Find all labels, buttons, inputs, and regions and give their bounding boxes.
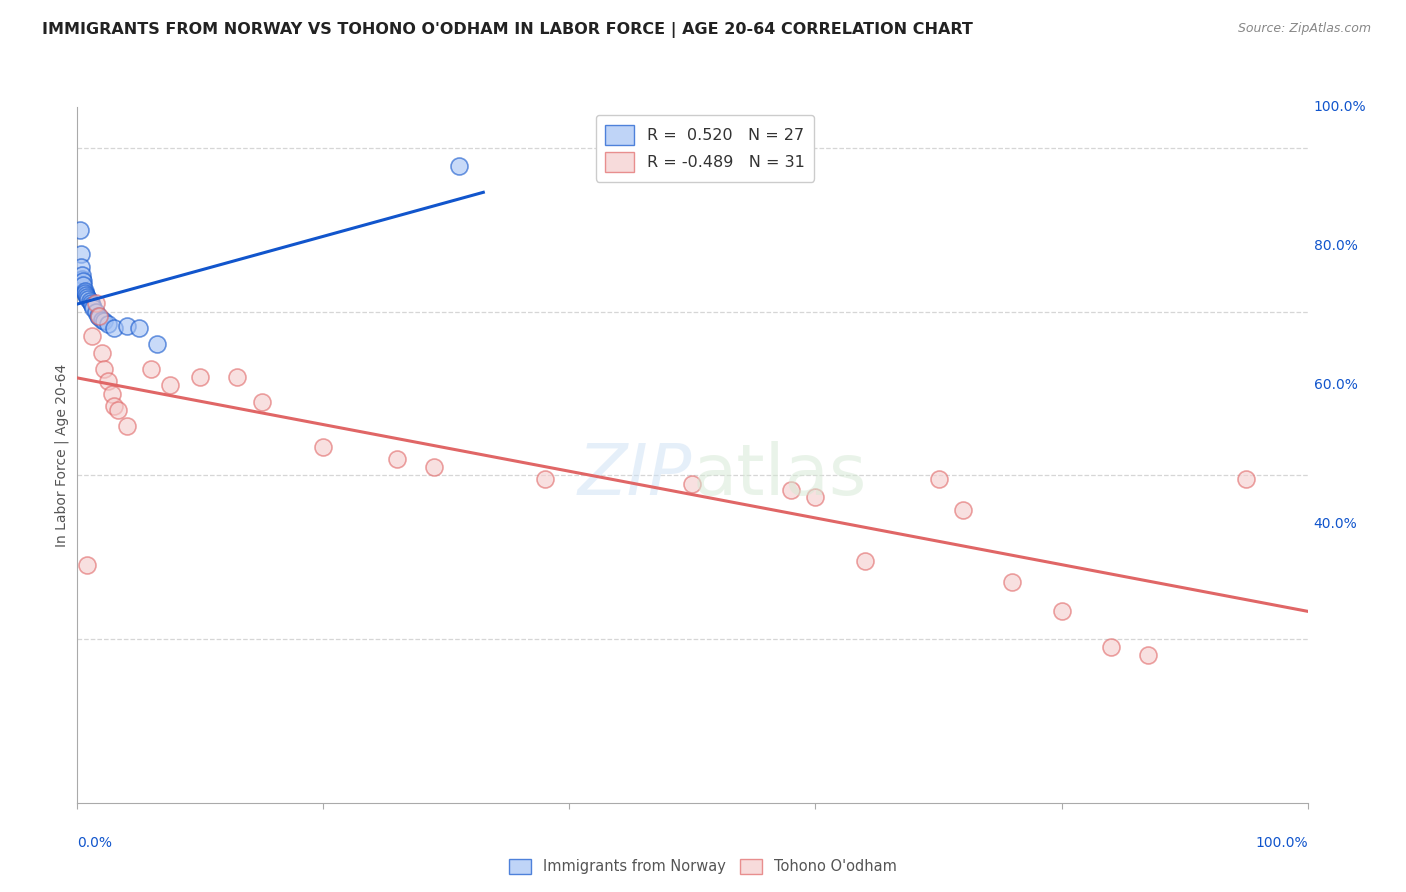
Text: atlas: atlas <box>693 442 868 510</box>
Y-axis label: In Labor Force | Age 20-64: In Labor Force | Age 20-64 <box>55 363 69 547</box>
Legend: R =  0.520   N = 27, R = -0.489   N = 31: R = 0.520 N = 27, R = -0.489 N = 31 <box>596 115 814 182</box>
Point <box>853 553 876 567</box>
Point <box>93 362 115 376</box>
Point <box>423 460 446 475</box>
Point <box>79 293 101 308</box>
Point <box>141 362 163 376</box>
Legend: Immigrants from Norway, Tohono O'odham: Immigrants from Norway, Tohono O'odham <box>503 853 903 880</box>
Point <box>312 440 335 454</box>
Point <box>115 419 138 434</box>
Point <box>90 345 114 359</box>
Text: 0.0%: 0.0% <box>77 836 112 849</box>
Text: 60.0%: 60.0% <box>1313 378 1358 392</box>
Point <box>76 290 98 304</box>
Point <box>1001 574 1024 589</box>
Point <box>250 394 273 409</box>
Point <box>159 378 181 392</box>
Point <box>93 314 115 328</box>
Point <box>97 317 120 331</box>
Point <box>73 285 96 300</box>
Point <box>1050 604 1073 618</box>
Point <box>128 321 150 335</box>
Text: 40.0%: 40.0% <box>1313 517 1357 532</box>
Point <box>146 337 169 351</box>
Point <box>103 399 125 413</box>
Text: 80.0%: 80.0% <box>1313 239 1358 253</box>
Point <box>804 490 827 504</box>
Point <box>75 288 97 302</box>
Point <box>101 386 124 401</box>
Point <box>447 159 470 173</box>
Point <box>97 374 120 388</box>
Point <box>72 278 94 293</box>
Point <box>73 284 96 298</box>
Point <box>89 309 111 323</box>
Point <box>82 298 104 312</box>
Text: 100.0%: 100.0% <box>1256 836 1308 849</box>
Point <box>77 292 100 306</box>
Point <box>1234 472 1257 486</box>
Point <box>84 304 107 318</box>
Point <box>72 274 94 288</box>
Point <box>69 223 91 237</box>
Point <box>70 268 93 282</box>
Point <box>70 260 93 274</box>
Point <box>90 313 114 327</box>
Point <box>70 272 93 286</box>
Text: 100.0%: 100.0% <box>1313 100 1367 114</box>
Text: IMMIGRANTS FROM NORWAY VS TOHONO O'ODHAM IN LABOR FORCE | AGE 20-64 CORRELATION : IMMIGRANTS FROM NORWAY VS TOHONO O'ODHAM… <box>42 22 973 38</box>
Text: Source: ZipAtlas.com: Source: ZipAtlas.com <box>1237 22 1371 36</box>
Point <box>103 321 125 335</box>
Point <box>1099 640 1122 655</box>
Point <box>115 318 138 333</box>
Point <box>80 296 103 310</box>
Point <box>928 472 950 486</box>
Point <box>385 452 409 467</box>
Point <box>780 483 803 497</box>
Point <box>682 476 704 491</box>
Point <box>952 502 974 516</box>
Point <box>70 247 93 261</box>
Point <box>87 309 110 323</box>
Point <box>107 403 129 417</box>
Point <box>84 296 107 310</box>
Point <box>1136 648 1159 663</box>
Point <box>82 301 104 315</box>
Point <box>188 370 212 384</box>
Text: ZIP: ZIP <box>578 442 693 510</box>
Point <box>76 558 98 573</box>
Point <box>82 329 104 343</box>
Point <box>534 473 557 487</box>
Point <box>89 310 111 325</box>
Point <box>226 370 249 384</box>
